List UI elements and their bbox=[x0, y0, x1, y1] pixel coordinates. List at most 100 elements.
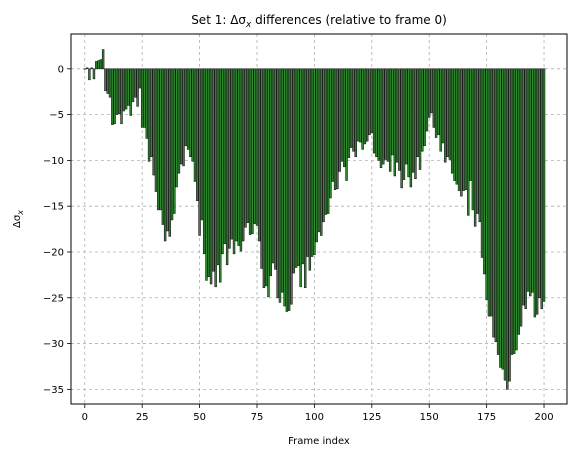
bar bbox=[90, 67, 93, 70]
y-axis-label: Δσx bbox=[12, 210, 25, 228]
x-tick-label: 50 bbox=[193, 412, 206, 423]
bar bbox=[386, 68, 390, 162]
bar bbox=[416, 68, 419, 158]
bar bbox=[242, 68, 245, 242]
bar bbox=[145, 68, 148, 139]
bar bbox=[471, 68, 475, 211]
bar bbox=[391, 68, 394, 156]
x-ticks: 0 25 50 75 100 125 150 175 200 bbox=[82, 404, 554, 423]
bar bbox=[159, 68, 162, 211]
bar bbox=[423, 68, 426, 147]
bar bbox=[356, 68, 360, 142]
bar bbox=[122, 68, 126, 112]
bar bbox=[524, 68, 527, 310]
bar bbox=[113, 68, 116, 125]
chart-title: Set 1: Δσx differences (relative to fram… bbox=[191, 13, 447, 30]
bar bbox=[542, 68, 546, 302]
bar bbox=[239, 68, 243, 252]
y-tick-label: −30 bbox=[43, 339, 64, 350]
bar bbox=[407, 68, 410, 178]
bar bbox=[349, 68, 353, 148]
bar bbox=[517, 68, 520, 335]
bar bbox=[462, 68, 465, 191]
bar bbox=[290, 68, 293, 305]
bar bbox=[494, 68, 498, 343]
bar bbox=[287, 68, 291, 311]
bar bbox=[221, 68, 224, 255]
bar bbox=[529, 68, 532, 297]
bar bbox=[131, 68, 135, 103]
bar bbox=[274, 68, 277, 270]
bar bbox=[219, 68, 222, 283]
bar bbox=[140, 68, 144, 128]
bar bbox=[512, 68, 516, 354]
bar bbox=[352, 68, 355, 152]
bar bbox=[163, 68, 167, 242]
bar bbox=[269, 68, 272, 277]
bar bbox=[253, 68, 256, 224]
bar bbox=[455, 68, 458, 185]
bar bbox=[329, 68, 332, 199]
bar bbox=[150, 68, 153, 158]
bar bbox=[200, 68, 204, 221]
bar bbox=[147, 68, 151, 162]
y-tick-label: −5 bbox=[49, 110, 64, 121]
bar bbox=[161, 68, 165, 225]
bar bbox=[526, 68, 530, 292]
bar bbox=[202, 68, 206, 255]
bar bbox=[457, 68, 461, 191]
bar bbox=[345, 68, 348, 181]
bar bbox=[409, 68, 413, 188]
bar bbox=[205, 68, 208, 281]
bar bbox=[285, 68, 289, 312]
bar bbox=[225, 68, 229, 266]
bar bbox=[324, 68, 328, 215]
bar bbox=[384, 68, 387, 160]
bar bbox=[92, 68, 96, 80]
y-tick-label: −20 bbox=[43, 247, 64, 258]
x-tick-label: 25 bbox=[136, 412, 149, 423]
bar bbox=[193, 68, 197, 182]
bar bbox=[108, 68, 112, 98]
bar bbox=[184, 68, 188, 147]
bar bbox=[320, 68, 323, 236]
bar bbox=[120, 68, 123, 125]
bar bbox=[258, 68, 261, 242]
bar bbox=[88, 68, 91, 81]
bar bbox=[301, 68, 305, 265]
bar bbox=[453, 68, 456, 181]
x-tick-label: 200 bbox=[534, 412, 553, 423]
bar bbox=[168, 68, 171, 237]
bar bbox=[538, 68, 541, 299]
x-tick-label: 150 bbox=[420, 412, 439, 423]
bar bbox=[138, 68, 142, 89]
bar bbox=[400, 68, 403, 189]
bar bbox=[519, 68, 523, 327]
bar bbox=[304, 68, 307, 288]
bar bbox=[186, 68, 190, 150]
bar bbox=[434, 68, 438, 138]
bar bbox=[522, 68, 525, 306]
bar bbox=[177, 68, 181, 174]
bar bbox=[388, 68, 392, 172]
bar bbox=[359, 68, 362, 143]
bar bbox=[382, 68, 385, 165]
x-tick-label: 175 bbox=[477, 412, 496, 423]
bar bbox=[251, 68, 254, 234]
x-tick-label: 100 bbox=[305, 412, 324, 423]
bar bbox=[297, 68, 300, 267]
bar bbox=[476, 68, 479, 214]
bar bbox=[425, 68, 429, 132]
bar bbox=[496, 68, 500, 355]
bar bbox=[223, 68, 227, 245]
bar bbox=[490, 68, 493, 317]
bar bbox=[260, 68, 263, 269]
bar bbox=[460, 68, 463, 197]
y-tick-label: −35 bbox=[43, 385, 64, 396]
bar bbox=[212, 68, 215, 272]
bar bbox=[182, 68, 185, 167]
bar bbox=[326, 68, 330, 214]
bar bbox=[127, 68, 130, 106]
bar bbox=[441, 68, 445, 144]
bar bbox=[196, 68, 199, 201]
